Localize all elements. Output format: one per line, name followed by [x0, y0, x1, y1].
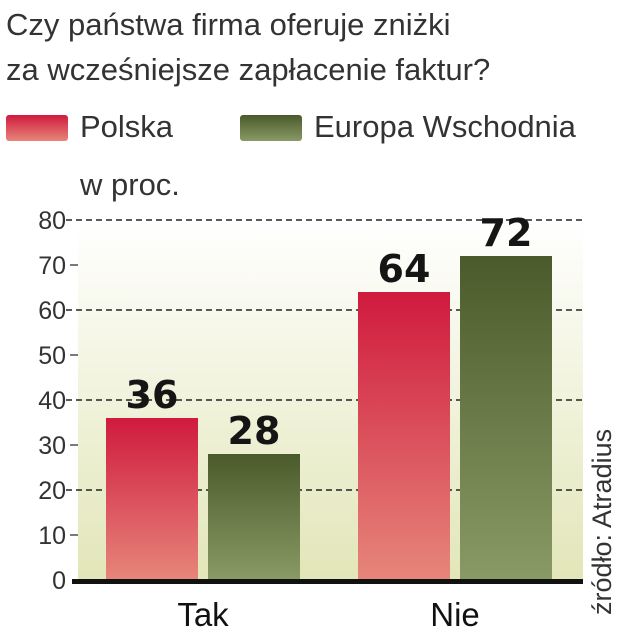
value-label-polska-nie: 64	[378, 247, 431, 291]
chart-title-line-1: Czy państwa firma oferuje zniżki	[6, 7, 451, 42]
legend-item-europa-wschodnia: Europa Wschodnia	[240, 107, 620, 147]
source-note: źródło: Atradius	[587, 428, 617, 615]
bar-polska-tak	[106, 418, 198, 580]
unit-label: w proc.	[80, 167, 180, 202]
legend-swatch-polska	[6, 115, 68, 141]
value-label-europa-wschodnia-nie: 72	[480, 211, 533, 255]
category-label-tak: Tak	[177, 596, 229, 633]
y-tick-label-80: 80	[38, 207, 66, 235]
legend-swatch-europa-wschodnia	[240, 115, 302, 141]
y-tick-label-40: 40	[38, 387, 66, 415]
legend-label-europa-wschodnia: Europa Wschodnia	[314, 109, 576, 144]
x-axis-baseline	[72, 579, 583, 584]
y-tick-label-30: 30	[38, 432, 66, 460]
y-tick-label-60: 60	[38, 297, 66, 325]
bar-europa-wschodnia-nie	[460, 256, 552, 580]
chart-title: Czy państwa firma oferuje zniżki za wcze…	[6, 2, 606, 92]
chart-title-line-2: za wcześniejsze zapłacenie faktur?	[6, 52, 491, 87]
value-label-europa-wschodnia-tak: 28	[228, 409, 281, 453]
y-tick-label-50: 50	[38, 342, 66, 370]
y-tick-label-20: 20	[38, 477, 66, 505]
y-tick-label-70: 70	[38, 252, 66, 280]
y-tick-label-0: 0	[52, 567, 66, 595]
legend-item-polska: Polska	[6, 107, 206, 147]
y-tick-label-10: 10	[38, 522, 66, 550]
value-label-polska-tak: 36	[126, 373, 179, 417]
legend-label-polska: Polska	[80, 109, 174, 144]
category-label-nie: Nie	[430, 596, 480, 633]
bar-europa-wschodnia-tak	[208, 454, 300, 580]
bar-polska-nie	[358, 292, 450, 580]
